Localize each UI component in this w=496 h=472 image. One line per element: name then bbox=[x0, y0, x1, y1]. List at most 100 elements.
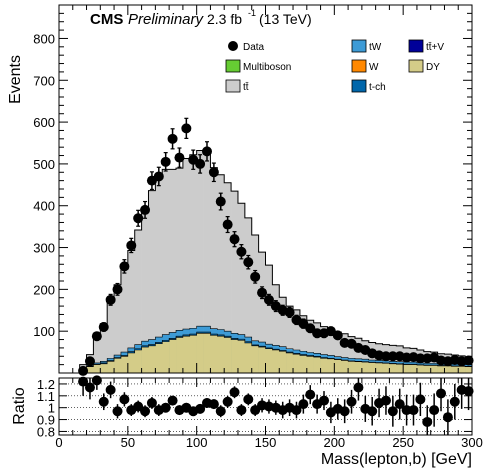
data-point bbox=[84, 356, 95, 367]
ratio-marker bbox=[346, 396, 357, 407]
ratio-point bbox=[291, 401, 302, 419]
ratio-tick-label: 1 bbox=[48, 401, 55, 416]
hist-bar-dy bbox=[141, 347, 149, 373]
y-tick-label: 400 bbox=[33, 199, 55, 214]
hist-bar-ttbar bbox=[341, 333, 349, 373]
ratio-marker bbox=[394, 399, 405, 410]
hist-bar-ttbar bbox=[148, 190, 156, 373]
legend-label: DY bbox=[426, 62, 440, 73]
ratio-point bbox=[339, 399, 350, 424]
data-point bbox=[201, 141, 212, 162]
hist-bar-ttbar bbox=[293, 309, 301, 373]
hist-bar-ttbar bbox=[361, 340, 370, 373]
hist-bar-ttbar bbox=[127, 250, 136, 373]
hist-bar-ttbar bbox=[258, 252, 266, 373]
legend-label: Multiboson bbox=[243, 62, 291, 73]
main-plot: 100 200 300 400 500 600 700 800 bbox=[33, 4, 474, 376]
legend-swatch bbox=[408, 39, 424, 53]
hist-bar-dy bbox=[114, 358, 122, 373]
data-marker bbox=[112, 284, 123, 295]
data-marker bbox=[284, 307, 295, 318]
hist-bar-dy bbox=[203, 333, 211, 373]
hist-bar-ttbar bbox=[244, 217, 253, 373]
data-marker bbox=[174, 152, 185, 163]
hist-bar-dy bbox=[155, 343, 163, 373]
hist-bar-dy bbox=[444, 365, 452, 373]
ratio-marker bbox=[367, 406, 378, 417]
data-marker bbox=[98, 322, 109, 332]
hist-bar-dy bbox=[210, 335, 218, 373]
hist-bar-ttbar bbox=[313, 322, 321, 373]
x-tick-label: 150 bbox=[255, 435, 277, 450]
hist-bar-dy bbox=[382, 363, 390, 373]
ratio-point bbox=[222, 395, 233, 408]
data-marker bbox=[160, 156, 171, 167]
ratio-point bbox=[78, 376, 89, 396]
cms-label: CMS bbox=[90, 11, 123, 28]
data-marker bbox=[463, 355, 474, 366]
hist-bar-dy bbox=[368, 362, 376, 373]
ratio-marker bbox=[298, 399, 309, 410]
hist-bar-ttbar bbox=[224, 182, 232, 373]
data-point bbox=[208, 162, 219, 183]
hist-bar-ttbar bbox=[265, 265, 273, 373]
hist-bar-ttbar bbox=[251, 235, 259, 373]
hist-bar-dy bbox=[244, 342, 253, 373]
hist-bar-ttbar bbox=[93, 339, 101, 373]
stacked-histograms bbox=[79, 150, 473, 373]
ratio-point bbox=[229, 386, 240, 399]
ratio-marker bbox=[305, 389, 316, 400]
ratio-marker bbox=[353, 382, 364, 393]
legend-swatch bbox=[351, 79, 367, 93]
ratio-point bbox=[401, 394, 412, 426]
legend-item-ttbar: tt̄ bbox=[225, 79, 249, 93]
data-point bbox=[174, 147, 185, 168]
ratio-tick-label: 1.2 bbox=[37, 377, 55, 392]
hist-bar-dy bbox=[437, 365, 445, 373]
y-tick-label: 500 bbox=[33, 157, 55, 172]
hist-bar-dy bbox=[320, 358, 328, 373]
ratio-marker bbox=[449, 396, 460, 407]
data-marker bbox=[250, 271, 261, 282]
hist-bar-dy bbox=[327, 358, 335, 373]
data-marker bbox=[167, 133, 178, 144]
hist-bar-ttbar bbox=[196, 150, 204, 373]
hist-bar-dy bbox=[176, 337, 184, 373]
ratio-marker bbox=[146, 397, 157, 408]
ratio-marker bbox=[429, 405, 440, 416]
ratio-marker bbox=[105, 384, 116, 395]
data-point bbox=[229, 231, 240, 248]
hist-outline-dy bbox=[79, 332, 472, 373]
ratio-point bbox=[160, 402, 171, 413]
hist-bar-ttbar bbox=[134, 229, 142, 373]
main-axes: 100 200 300 400 500 600 700 800 bbox=[33, 5, 473, 373]
data-marker bbox=[243, 257, 254, 268]
ratio-points bbox=[59, 375, 474, 435]
ratio-marker bbox=[442, 412, 453, 423]
ratio-axes: 0.80.911.11.2 0 50 100 150 200 250 300 bbox=[37, 377, 483, 450]
hist-bar-dy bbox=[348, 361, 356, 373]
hist-bar-ttbar bbox=[189, 154, 197, 373]
x-axis-title: Mass(lepton,b) [GeV] bbox=[321, 451, 472, 468]
x-tick-label: 200 bbox=[323, 435, 345, 450]
hist-ttbar bbox=[79, 150, 473, 373]
data-point bbox=[160, 152, 171, 172]
data-marker bbox=[133, 213, 144, 224]
legend-swatch bbox=[351, 59, 367, 73]
legend-item-w: W bbox=[351, 59, 379, 73]
hist-bar-ttbar bbox=[320, 326, 328, 373]
hist-bar-ttbar bbox=[162, 169, 170, 373]
hist-bar-ttbar bbox=[176, 168, 184, 373]
hist-bar-dy bbox=[231, 339, 239, 373]
hist-bar-dy bbox=[162, 341, 170, 373]
hist-bar-dy bbox=[293, 354, 301, 373]
lumi-label: 2.3 fb bbox=[207, 11, 242, 27]
legend-item-ttv: tt̄+V bbox=[408, 39, 444, 53]
legend-marker bbox=[228, 41, 238, 51]
data-points bbox=[78, 117, 474, 376]
data-point bbox=[236, 244, 247, 260]
ratio-marker bbox=[422, 416, 433, 427]
hist-bar-dy bbox=[313, 357, 321, 373]
hist-bar-ttbar bbox=[286, 306, 294, 373]
data-marker bbox=[263, 294, 274, 305]
